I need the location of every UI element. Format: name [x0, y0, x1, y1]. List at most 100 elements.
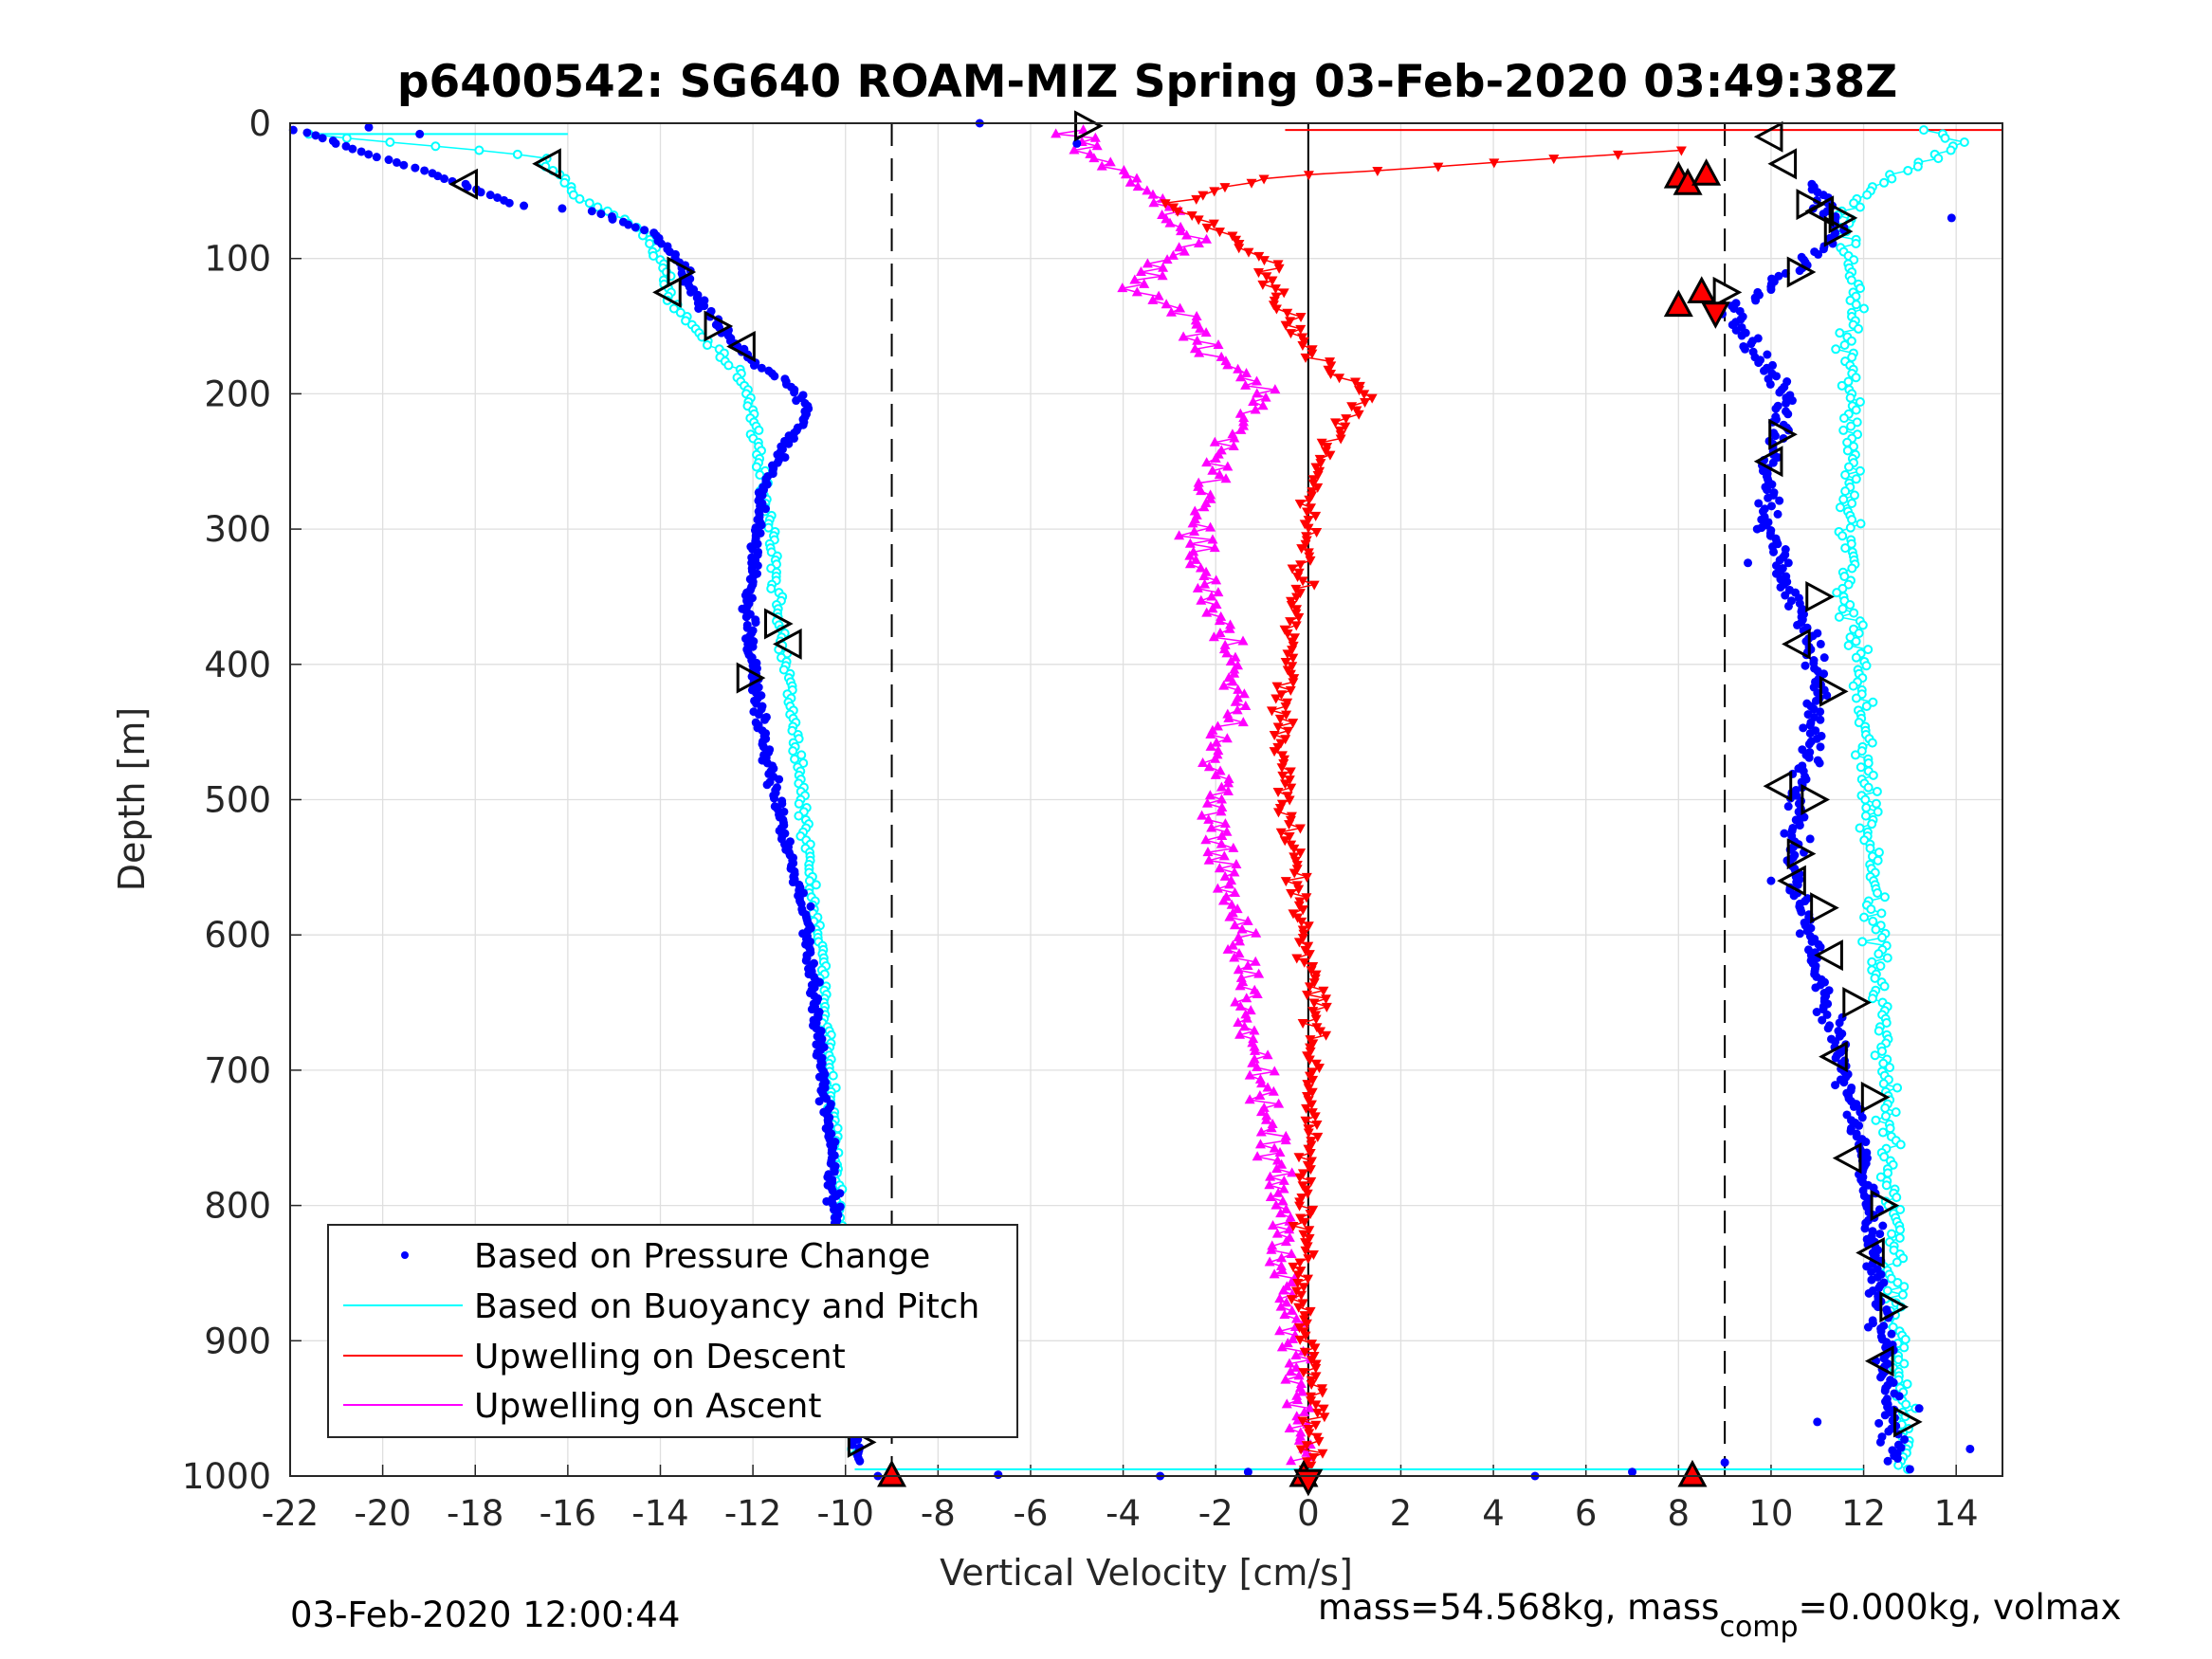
descent-point — [1296, 917, 1307, 927]
pressure-point — [1783, 601, 1793, 611]
ascent-point — [1209, 542, 1220, 553]
pressure-point — [1816, 942, 1825, 952]
descent-point — [1286, 783, 1297, 793]
pressure-point — [1867, 1275, 1876, 1285]
ascent-point — [1244, 1069, 1255, 1080]
pressure-point — [520, 201, 529, 210]
descent-point — [1288, 719, 1299, 729]
buoyancy-point — [1840, 486, 1851, 497]
descent-point — [1306, 1100, 1317, 1110]
ascent-point — [1278, 1183, 1289, 1194]
ascent-point — [1089, 132, 1101, 142]
ascent-point — [1234, 980, 1246, 991]
ascent-point — [1233, 1016, 1244, 1027]
ascent-point — [1275, 1208, 1287, 1218]
descent-point — [1301, 1319, 1312, 1329]
red-marker-up — [877, 1459, 907, 1487]
pressure-point — [1805, 729, 1815, 738]
ascent-point — [1230, 651, 1241, 662]
turn-marker-left — [1819, 1041, 1848, 1073]
red-marker-up — [1677, 1459, 1708, 1487]
ascent-point — [1209, 436, 1220, 447]
buoyancy-point — [1894, 1232, 1905, 1243]
ascent-point — [1224, 911, 1235, 921]
pressure-point — [1831, 1053, 1840, 1063]
pressure-point — [1894, 1392, 1904, 1401]
descent-point — [1288, 1262, 1299, 1272]
x-tick-labels: -22 -20 -18 -16 -14 -12 -10 -8 -6 -4 -2 0 2 4 6 8 10 12 14 — [262, 1493, 1979, 1534]
pressure-point — [596, 210, 606, 219]
turn-marker-left — [1864, 1345, 1894, 1377]
ascent-point — [1255, 1106, 1267, 1117]
ascent-point — [1193, 477, 1204, 487]
ascent-point — [1205, 493, 1216, 503]
buoyancy-point — [1873, 855, 1883, 866]
descent-point — [1303, 523, 1314, 534]
buoyancy-point — [681, 316, 691, 326]
ascent-point — [1224, 623, 1235, 633]
pressure-point — [807, 1005, 816, 1014]
buoyancy-point — [1831, 344, 1841, 355]
ascent-point — [1131, 286, 1143, 297]
ascent-point — [1279, 1309, 1290, 1320]
buoyancy-point — [1899, 1342, 1910, 1353]
buoyancy-point — [1867, 957, 1877, 967]
buoyancy-point — [1837, 531, 1848, 541]
ascent-point — [1213, 339, 1224, 350]
ascent-point — [1228, 842, 1239, 852]
turn-marker-right — [1860, 1081, 1891, 1113]
x-tick-label: -16 — [539, 1493, 596, 1534]
descent-point — [1277, 771, 1289, 781]
pressure-point — [1731, 325, 1741, 335]
buoyancy-point — [1861, 661, 1872, 671]
pressure-point — [814, 977, 824, 987]
ascent-point — [1264, 1256, 1275, 1267]
buoyancy-point — [1887, 173, 1897, 184]
pressure-point — [1839, 1078, 1849, 1087]
descent-point — [1303, 1254, 1314, 1265]
pressure-point — [790, 388, 799, 397]
pressure-point — [1816, 639, 1825, 648]
ascent-point — [1179, 246, 1190, 256]
buoyancy-point — [1862, 190, 1873, 200]
buoyancy-point — [1895, 1139, 1906, 1150]
buoyancy-point — [1837, 380, 1847, 391]
ascent-point — [1222, 943, 1234, 954]
descent-point — [1298, 1368, 1309, 1378]
buoyancy-point — [1832, 588, 1842, 598]
ascent-point — [1250, 404, 1261, 414]
pressure-point — [694, 303, 704, 313]
descent-point — [1304, 982, 1315, 993]
buoyancy-point — [593, 202, 603, 212]
x-tick-label: 6 — [1575, 1493, 1598, 1534]
pressure-point — [1812, 1008, 1821, 1017]
buoyancy-point — [1842, 446, 1853, 456]
pressure-point — [1880, 1411, 1890, 1420]
descent-point — [1294, 1258, 1306, 1268]
buoyancy-point — [778, 665, 789, 675]
ascent-point — [1216, 838, 1227, 848]
ascent-point — [1174, 530, 1185, 540]
y-tick-labels: 0 100 200 300 400 500 600 700 800 900 1000 — [182, 103, 271, 1497]
ascent-point — [1212, 720, 1223, 731]
descent-point — [1286, 888, 1297, 899]
descent-point — [1208, 219, 1219, 229]
x-tick-label: -4 — [1106, 1493, 1141, 1534]
ascent-point — [1293, 1434, 1305, 1445]
ascent-point — [1286, 1276, 1297, 1286]
descent-point — [1297, 576, 1308, 587]
y-tick-label: 0 — [248, 103, 271, 144]
ascent-point — [1214, 469, 1225, 480]
buoyancy-point — [668, 303, 679, 314]
descent-point — [1298, 1230, 1309, 1240]
descent-point — [1353, 410, 1364, 420]
ascent-point — [1197, 810, 1208, 820]
buoyancy-point — [1885, 1063, 1895, 1073]
ascent-point — [1198, 501, 1210, 512]
descent-point — [1282, 649, 1293, 660]
descent-point — [1287, 564, 1298, 574]
chart-title: p6400542: SG640 ROAM-MIZ Spring 03-Feb-2… — [397, 56, 1897, 108]
descent-point — [1318, 1404, 1329, 1414]
turn-marker-right — [1801, 783, 1831, 816]
legend-label-pressure: Based on Pressure Change — [474, 1237, 930, 1276]
